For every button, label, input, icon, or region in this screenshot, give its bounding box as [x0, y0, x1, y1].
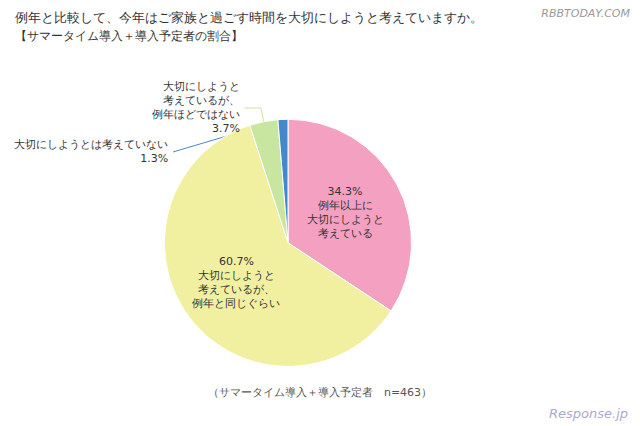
svg-text:例年ほどではない: 例年ほどではない	[152, 108, 240, 121]
svg-text:3.7%: 3.7%	[212, 122, 240, 135]
svg-text:考えているが、: 考えているが、	[198, 283, 275, 296]
svg-text:（サマータイム導入＋導入予定者 n=463）: （サマータイム導入＋導入予定者 n=463）	[208, 386, 432, 399]
svg-text:大切にしようと: 大切にしようと	[163, 80, 240, 93]
svg-text:大切にしようとは考えていない: 大切にしようとは考えていない	[14, 138, 168, 151]
svg-text:60.7%: 60.7%	[219, 255, 254, 268]
svg-text:大切にしようと: 大切にしようと	[307, 213, 384, 226]
svg-text:1.3%: 1.3%	[140, 152, 168, 165]
svg-text:例年以上に: 例年以上に	[318, 199, 373, 212]
svg-text:【サマータイム導入＋導入予定者の割合】: 【サマータイム導入＋導入予定者の割合】	[15, 29, 243, 43]
svg-text:考えているが、: 考えているが、	[163, 94, 240, 107]
svg-text:大切にしようと: 大切にしようと	[198, 269, 275, 282]
svg-text:考えている: 考えている	[318, 227, 373, 240]
svg-text:34.3%: 34.3%	[328, 185, 363, 198]
svg-text:RBBTODAY.COM: RBBTODAY.COM	[541, 7, 630, 20]
svg-text:例年と比較して、今年はご家族と過ごす時間を大切にしようと考え: 例年と比較して、今年はご家族と過ごす時間を大切にしようと考えていますか。	[15, 10, 483, 25]
svg-text:例年と同じぐらい: 例年と同じぐらい	[192, 297, 280, 310]
svg-text:Response.jp: Response.jp	[549, 406, 628, 421]
